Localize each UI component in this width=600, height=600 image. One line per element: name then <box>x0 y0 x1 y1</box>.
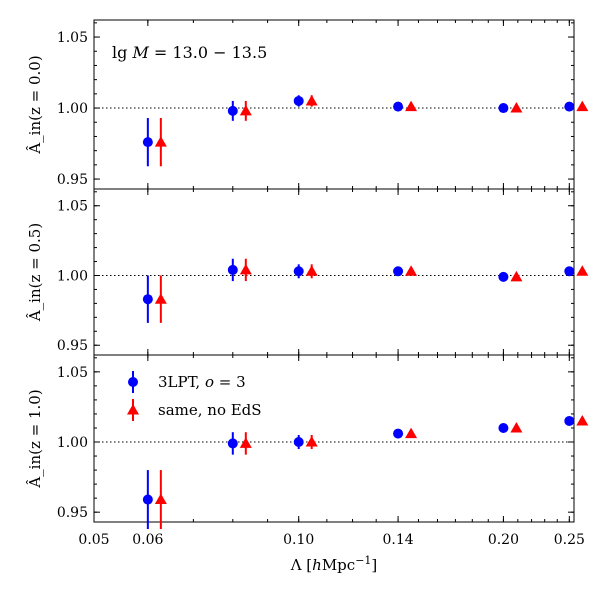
y-tick-label: 1.00 <box>57 435 88 451</box>
data-point-triangle <box>510 102 523 113</box>
y-tick-label: 1.05 <box>57 365 88 381</box>
data-point-circle <box>142 294 153 305</box>
data-point-triangle <box>239 437 252 448</box>
legend-label: same, no EdS <box>158 401 262 419</box>
y-tick-label: 0.95 <box>57 505 88 521</box>
panel-1: 0.95 1.00 1.05 Â_in(z = 0.0) <box>26 19 589 190</box>
data-point-circle <box>293 95 304 106</box>
y-tick-label: 1.00 <box>57 268 88 284</box>
y-axis-label: Â_in(z = 0.0) <box>26 55 44 154</box>
y-tick-label: 0.95 <box>57 338 88 354</box>
legend-marker-triangle <box>127 404 139 415</box>
data-point-triangle <box>405 100 418 112</box>
y-tick-label: 1.00 <box>57 101 88 117</box>
data-point-circle <box>293 437 304 448</box>
legend-label: 3LPT, o = 3 <box>158 373 246 391</box>
x-tick-label: 0.14 <box>382 532 413 548</box>
data-point-circle <box>564 415 575 426</box>
legend: 3LPT, o = 3 same, no EdS <box>127 371 262 421</box>
data-point-triangle <box>305 94 318 106</box>
x-tick-label: 0.05 <box>78 532 109 548</box>
data-point-triangle <box>405 427 418 439</box>
data-point-triangle <box>239 263 252 275</box>
data-point-circle <box>564 101 575 112</box>
data-point-circle <box>227 264 238 275</box>
legend-marker-circle <box>128 377 138 387</box>
mass-range-annotation: lg M = 13.0 − 13.5 <box>112 43 267 62</box>
x-tick-label: 0.25 <box>554 532 585 548</box>
data-point-triangle <box>510 421 523 433</box>
x-axis-label: Λ [hMpc−1] <box>290 554 378 574</box>
y-tick-label: 0.95 <box>57 172 88 188</box>
data-point-triangle <box>154 136 167 147</box>
panel-3: 0.95 1.00 1.05 Â_in(z = 1.0) <box>26 354 589 530</box>
panel-2: 0.95 1.00 1.05 Â_in(z = 0.5) <box>26 188 589 356</box>
data-point-circle <box>498 271 509 282</box>
y-axis-label: Â_in(z = 0.5) <box>26 223 44 322</box>
x-tick-label: 0.10 <box>283 532 314 548</box>
panel-frame <box>93 188 575 356</box>
data-point-circle <box>227 105 238 116</box>
data-point-triangle <box>510 270 523 282</box>
data-point-triangle <box>154 293 167 304</box>
x-tick-label: 0.06 <box>132 532 163 548</box>
y-axis-label: Â_in(z = 1.0) <box>26 389 44 488</box>
data-point-triangle <box>154 493 167 505</box>
data-point-circle <box>142 494 153 505</box>
data-point-triangle <box>576 100 589 112</box>
y-tick-label: 1.05 <box>57 30 88 46</box>
data-point-circle <box>498 103 509 114</box>
data-point-circle <box>564 266 575 277</box>
data-point-triangle <box>305 436 318 447</box>
y-tick-label: 1.05 <box>57 199 88 215</box>
panel-frame <box>93 354 575 523</box>
data-point-triangle <box>405 265 418 276</box>
data-point-circle <box>393 428 404 439</box>
data-point-triangle <box>305 265 318 276</box>
data-point-circle <box>293 266 304 277</box>
data-point-circle <box>393 101 404 112</box>
x-tick-label: 0.20 <box>488 532 519 548</box>
data-point-triangle <box>576 414 589 426</box>
data-point-triangle <box>576 265 589 276</box>
data-point-triangle <box>239 104 252 116</box>
data-point-circle <box>498 422 509 433</box>
data-point-circle <box>142 137 153 148</box>
data-point-circle <box>393 266 404 277</box>
data-point-circle <box>227 438 238 449</box>
